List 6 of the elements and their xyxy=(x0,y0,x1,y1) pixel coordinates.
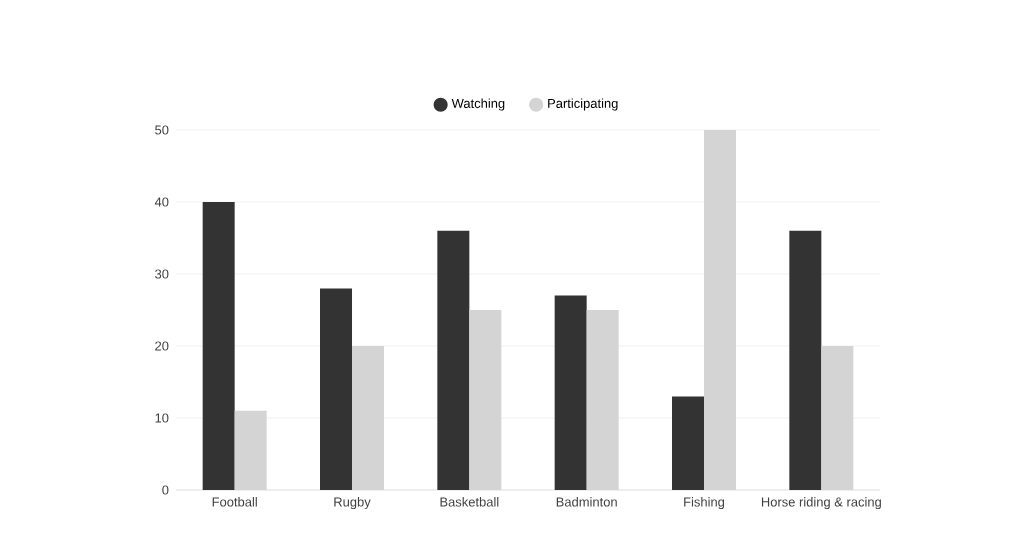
bar xyxy=(789,230,822,490)
bar xyxy=(320,288,353,490)
bar xyxy=(202,202,235,490)
bar xyxy=(554,295,587,490)
bar xyxy=(672,396,704,490)
bar xyxy=(437,230,470,490)
